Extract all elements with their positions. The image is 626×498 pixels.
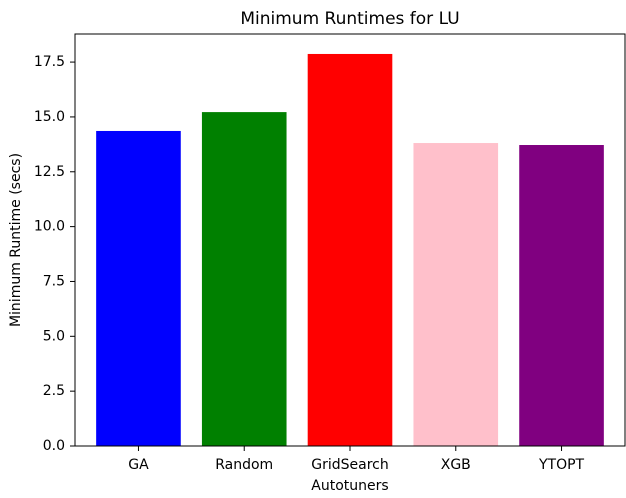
y-tick-label: 7.5 — [43, 273, 65, 289]
y-tick-label: 10.0 — [34, 219, 65, 235]
y-axis-label: Minimum Runtime (secs) — [8, 153, 24, 327]
y-tick-label: 17.5 — [34, 54, 65, 70]
x-tick-label: Random — [215, 457, 273, 473]
x-tick-label: XGB — [441, 457, 471, 473]
x-tick-label: GridSearch — [311, 457, 388, 473]
bar — [96, 130, 181, 446]
x-axis-label: Autotuners — [311, 478, 388, 494]
x-tick-label: GA — [128, 457, 149, 473]
bar — [201, 112, 287, 447]
bar — [519, 145, 604, 447]
y-tick-label: 15.0 — [34, 109, 65, 125]
bar — [307, 53, 393, 446]
y-tick-label: 0.0 — [43, 438, 65, 454]
x-tick-label: YTOPT — [538, 457, 585, 473]
bar — [413, 143, 499, 446]
plot-frame — [74, 33, 626, 447]
chart-title: Minimum Runtimes for LU — [240, 9, 459, 29]
y-tick-label: 12.5 — [34, 164, 65, 180]
y-tick-label: 2.5 — [43, 383, 65, 399]
y-tick-label: 5.0 — [43, 328, 65, 344]
